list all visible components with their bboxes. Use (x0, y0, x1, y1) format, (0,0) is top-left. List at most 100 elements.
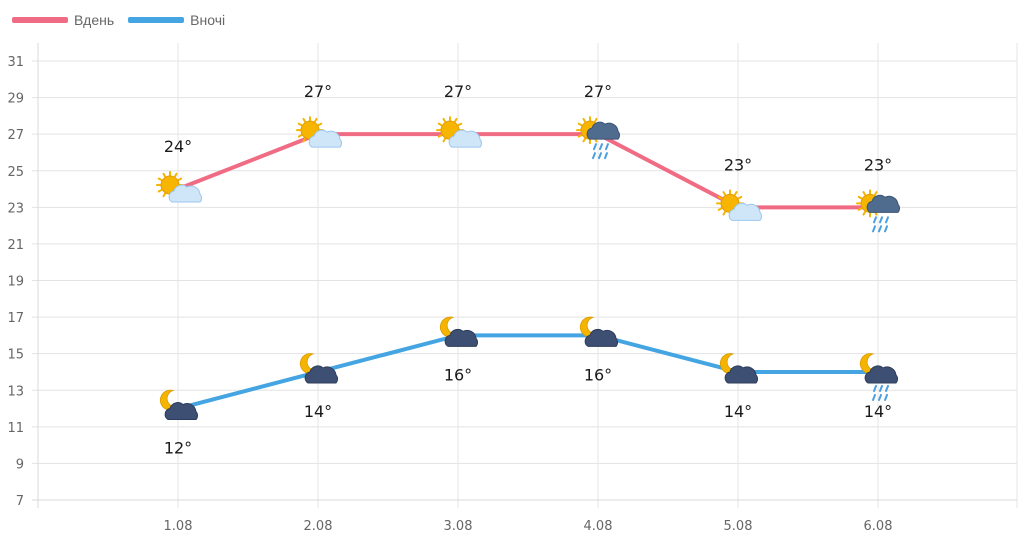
day-series-line (176, 132, 880, 210)
rain-drop (884, 393, 888, 401)
sun-ray (857, 207, 863, 211)
night-temp-label: 12° (164, 439, 192, 458)
x-tick-label: 5.08 (724, 519, 753, 534)
sun-rain-cloud-icon (576, 116, 620, 160)
sun-ray (862, 191, 866, 196)
sun-ray (457, 122, 463, 127)
rain-drop (604, 152, 608, 160)
legend-swatch-night (128, 17, 185, 23)
rain-drop (593, 143, 597, 151)
sun-ray (582, 137, 586, 143)
day-temp-label: 23° (864, 155, 892, 174)
x-tick-label: 3.08 (444, 519, 473, 534)
y-tick-label: 31 (7, 55, 24, 70)
rain-drop (873, 384, 877, 392)
weather-icons (156, 116, 900, 421)
legend-item-day[interactable]: Вдень (12, 12, 114, 28)
cloud (304, 365, 338, 384)
cloud (728, 202, 762, 221)
rain-drop (872, 393, 876, 401)
sun-ray (737, 195, 743, 200)
moon-cloud-icon (159, 389, 198, 421)
y-tick-label: 25 (7, 165, 24, 180)
grid (32, 43, 1018, 508)
rain-drop (598, 152, 602, 160)
legend-label-night: Вночі (190, 12, 226, 28)
cloud (864, 365, 898, 384)
sun-ray (437, 122, 443, 127)
sun-ray (442, 117, 446, 123)
axes: 7 9 11 13 15 17 19 21 23 25 27 29 31 1.08 2.08 3.08 4.08… (7, 55, 892, 534)
moon-rain-cloud-icon (859, 353, 898, 401)
sun-ray (317, 122, 323, 127)
y-tick-label: 9 (16, 457, 24, 472)
moon-cloud-icon (579, 316, 618, 347)
cloud (164, 402, 198, 421)
night-temp-label: 14° (724, 402, 752, 421)
sun-ray (157, 177, 163, 182)
sun-ray (174, 172, 178, 178)
sun-ray (297, 134, 303, 138)
sun-ray (314, 117, 318, 123)
data-labels: 24° 27° 27° 27° 23° 23° 12° 14° 16° 16° 14° 14° (164, 82, 892, 457)
day-temp-label: 27° (304, 82, 332, 101)
sun-cloud-icon (436, 116, 482, 148)
sun-ray (302, 117, 306, 123)
night-temp-label: 14° (864, 402, 892, 421)
sun-ray (454, 117, 458, 123)
sun-rain-cloud-icon (856, 189, 900, 233)
y-tick-label: 7 (16, 494, 24, 509)
cloud (448, 129, 482, 148)
sun-ray (734, 191, 738, 196)
day-temp-label: 27° (444, 82, 472, 101)
moon-cloud-icon (719, 353, 758, 384)
rain-drop (885, 384, 889, 392)
sun-ray (857, 195, 863, 200)
y-tick-label: 27 (7, 128, 24, 143)
y-tick-label: 19 (7, 275, 24, 290)
sun-ray (442, 137, 446, 143)
rain-drop (605, 143, 609, 151)
legend-swatch-day (12, 17, 68, 23)
x-tick-label: 6.08 (864, 519, 893, 534)
sun-ray (717, 207, 723, 211)
sun-ray (862, 210, 866, 216)
sun-ray (594, 117, 598, 123)
sun-ray (722, 191, 726, 196)
legend-item-night[interactable]: Вночі (128, 12, 225, 28)
y-tick-label: 13 (7, 384, 24, 399)
sun-ray (157, 189, 163, 193)
y-tick-label: 21 (7, 238, 24, 253)
sun-ray (437, 134, 443, 138)
cloud (308, 129, 342, 148)
rain-drop (592, 152, 596, 160)
rain-drop (873, 216, 877, 224)
rain-drop (599, 143, 603, 151)
rain-drop (884, 225, 888, 233)
sun-ray (717, 195, 723, 200)
sun-ray (162, 192, 166, 198)
rain-drop (872, 225, 876, 233)
night-series-line (176, 333, 880, 411)
sun-ray (577, 134, 583, 138)
y-tick-label: 29 (7, 92, 24, 107)
sun-ray (874, 191, 878, 196)
rain-drop (885, 216, 889, 224)
night-temp-label: 16° (584, 365, 612, 384)
sun-ray (722, 210, 726, 216)
sun-ray (162, 172, 166, 178)
rain-drop (879, 384, 883, 392)
sun-ray (302, 137, 306, 143)
night-temp-label: 14° (304, 402, 332, 421)
cloud (724, 365, 758, 384)
cloud (168, 184, 202, 203)
cloud (586, 121, 620, 140)
moon-cloud-icon (299, 353, 338, 384)
cloud (444, 328, 478, 347)
day-temp-label: 24° (164, 137, 192, 156)
sun-ray (577, 122, 583, 127)
rain-drop (878, 393, 882, 401)
sun-ray (582, 117, 586, 123)
night-temp-label: 16° (444, 365, 472, 384)
